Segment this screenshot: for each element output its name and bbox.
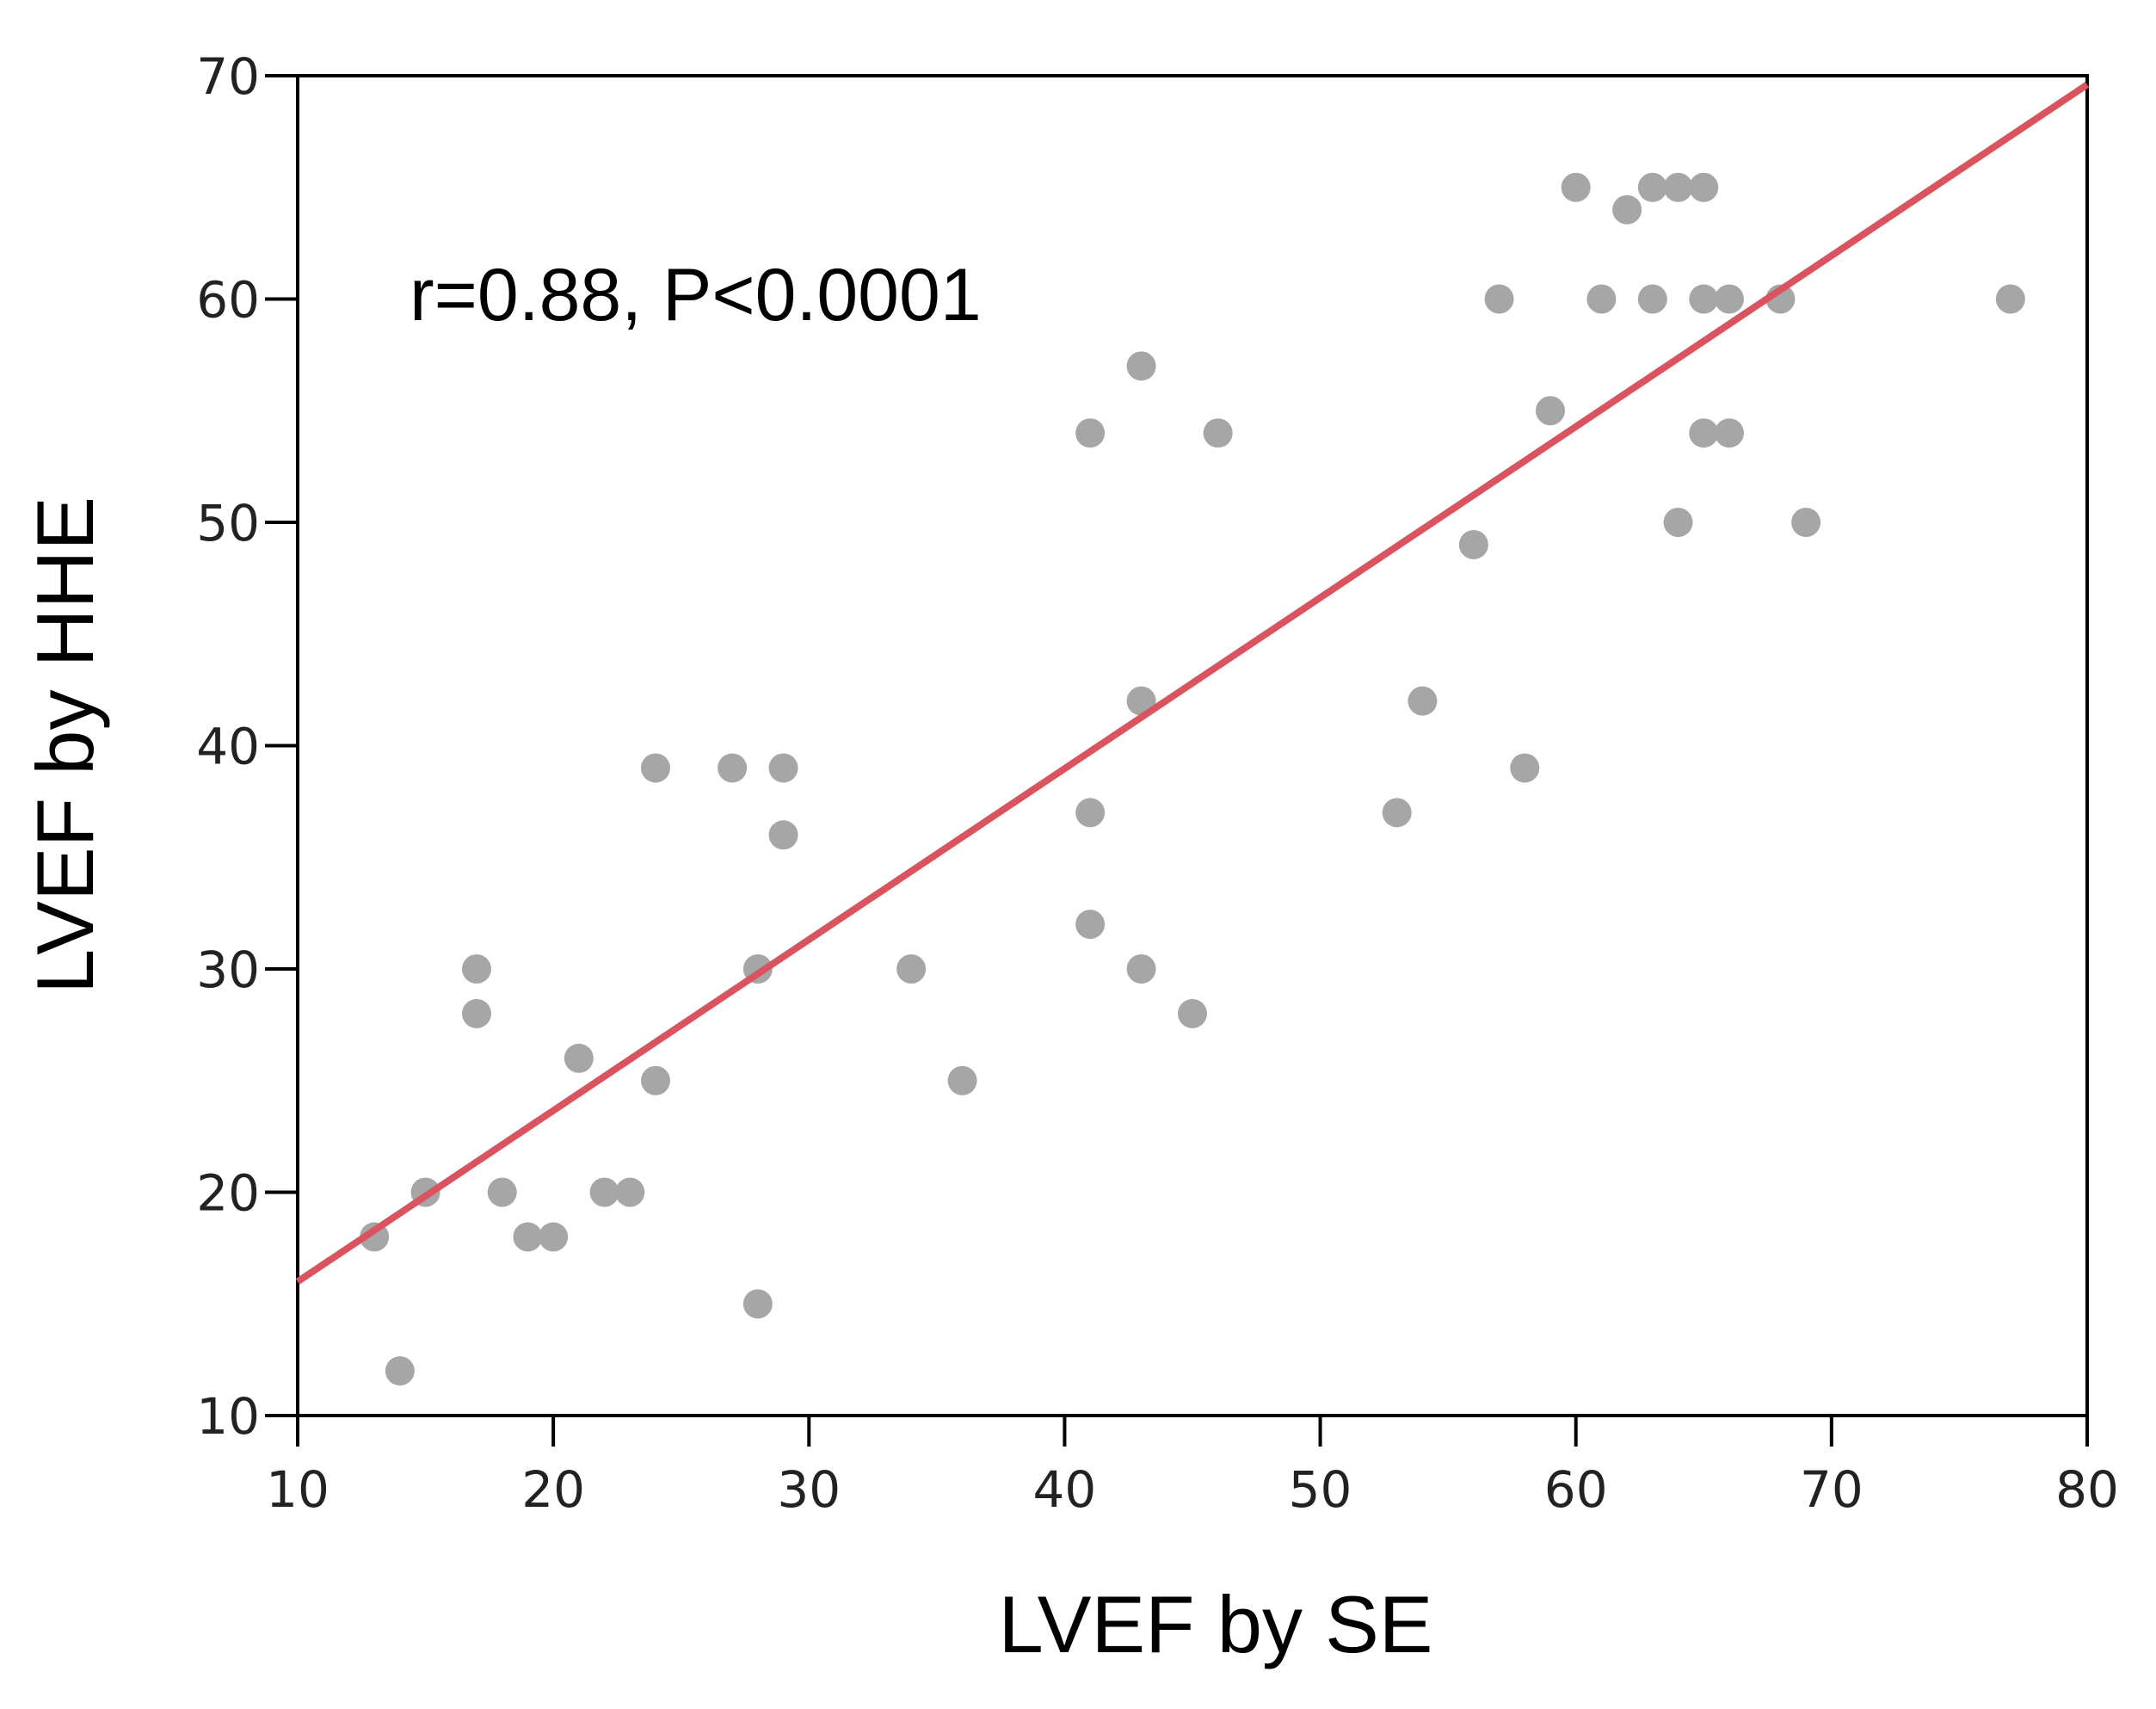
data-point (615, 1177, 645, 1207)
data-point (641, 1065, 670, 1095)
data-point (742, 1289, 773, 1319)
data-point (1663, 508, 1693, 537)
data-point (1075, 910, 1106, 940)
data-point (718, 753, 748, 783)
data-point (1995, 284, 2025, 314)
data-point (1178, 998, 1207, 1028)
data-point (564, 1043, 594, 1073)
correlation-annotation: r=0.88, P<0.0001 (410, 254, 982, 336)
y-tick-label: 70 (196, 47, 260, 106)
data-point (1561, 172, 1591, 202)
x-tick-label: 20 (521, 1460, 585, 1519)
data-point (1382, 798, 1412, 828)
data-point (385, 1356, 415, 1386)
data-point (641, 753, 670, 783)
data-point (1715, 284, 1744, 314)
data-point (1126, 954, 1156, 984)
regression-line (295, 82, 2090, 1285)
data-point (487, 1177, 517, 1207)
data-point (768, 753, 798, 783)
data-point (1510, 753, 1540, 783)
x-axis: 10 20 30 40 50 60 70 80 (266, 1416, 2119, 1519)
data-point (1586, 284, 1617, 314)
data-point (1536, 396, 1565, 426)
y-tick-label: 30 (196, 941, 260, 999)
x-tick-label: 70 (1800, 1460, 1863, 1519)
data-points (360, 172, 2025, 1386)
x-tick-label: 30 (777, 1460, 841, 1519)
data-point (1458, 529, 1488, 559)
y-axis-label: LVEF by HHE (20, 497, 110, 994)
data-point (1203, 418, 1233, 448)
data-point (1663, 172, 1693, 202)
data-point (1637, 172, 1667, 202)
data-point (539, 1222, 569, 1252)
y-tick-label: 40 (196, 718, 260, 776)
data-point (1126, 351, 1156, 381)
data-point (513, 1222, 543, 1252)
data-point (462, 954, 491, 984)
data-point (462, 998, 491, 1028)
data-point (768, 820, 798, 850)
data-point (360, 1222, 390, 1252)
x-tick-label: 80 (2055, 1460, 2119, 1519)
x-axis-label: LVEF by SE (998, 1579, 1432, 1669)
x-tick-label: 50 (1289, 1460, 1352, 1519)
data-point (1612, 194, 1642, 225)
data-point (947, 1065, 977, 1095)
x-tick-label: 40 (1033, 1460, 1097, 1519)
data-point (1075, 418, 1106, 448)
data-point (1484, 284, 1514, 314)
y-tick-label: 20 (196, 1164, 260, 1223)
x-tick-label: 10 (266, 1460, 330, 1519)
data-point (589, 1177, 619, 1207)
y-tick-label: 50 (196, 494, 260, 552)
data-point (1408, 686, 1438, 716)
data-point (1075, 798, 1106, 828)
data-point (1791, 508, 1821, 537)
data-point (1689, 418, 1719, 448)
y-tick-label: 10 (196, 1387, 260, 1446)
data-point (1689, 172, 1719, 202)
data-point (1689, 284, 1719, 314)
data-point (1637, 284, 1667, 314)
y-axis: 10 20 30 40 50 60 70 (196, 47, 298, 1446)
data-point (1715, 418, 1744, 448)
x-tick-label: 60 (1544, 1460, 1608, 1519)
data-point (896, 954, 927, 984)
y-tick-label: 60 (196, 271, 260, 330)
